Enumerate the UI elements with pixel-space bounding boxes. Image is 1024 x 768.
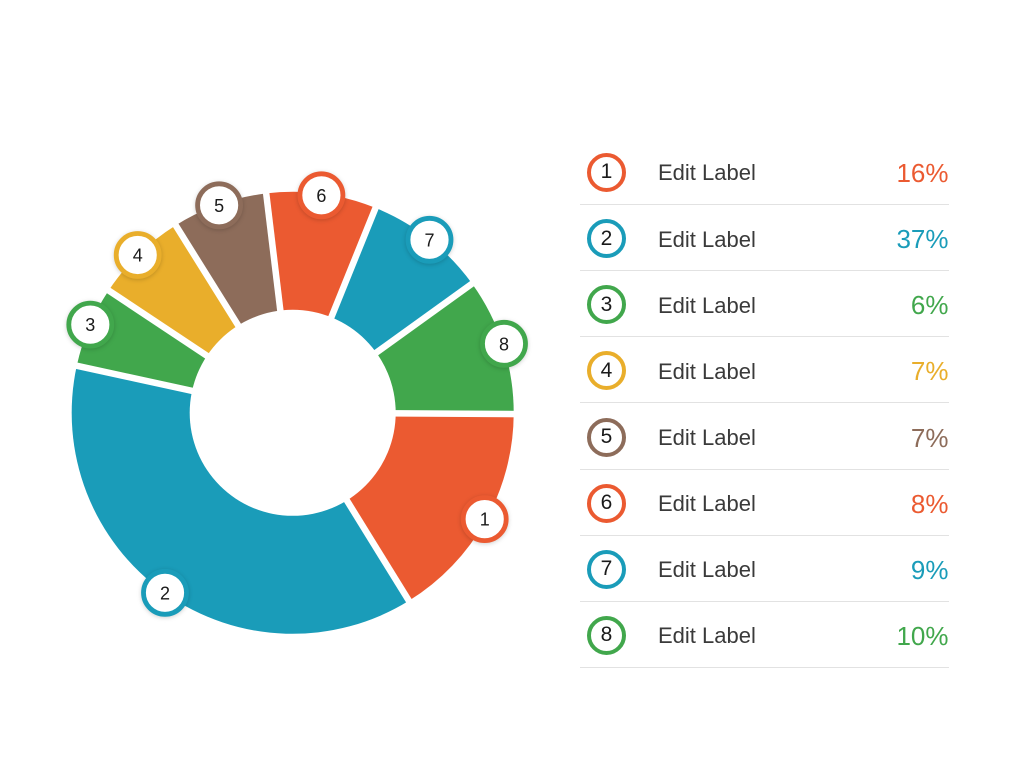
- svg-text:6: 6: [316, 186, 326, 206]
- svg-text:3: 3: [85, 315, 95, 335]
- svg-text:4: 4: [133, 246, 143, 266]
- svg-text:8: 8: [499, 334, 509, 354]
- svg-text:7: 7: [424, 230, 434, 250]
- svg-text:1: 1: [480, 510, 490, 530]
- svg-text:5: 5: [214, 196, 224, 216]
- svg-text:2: 2: [160, 583, 170, 603]
